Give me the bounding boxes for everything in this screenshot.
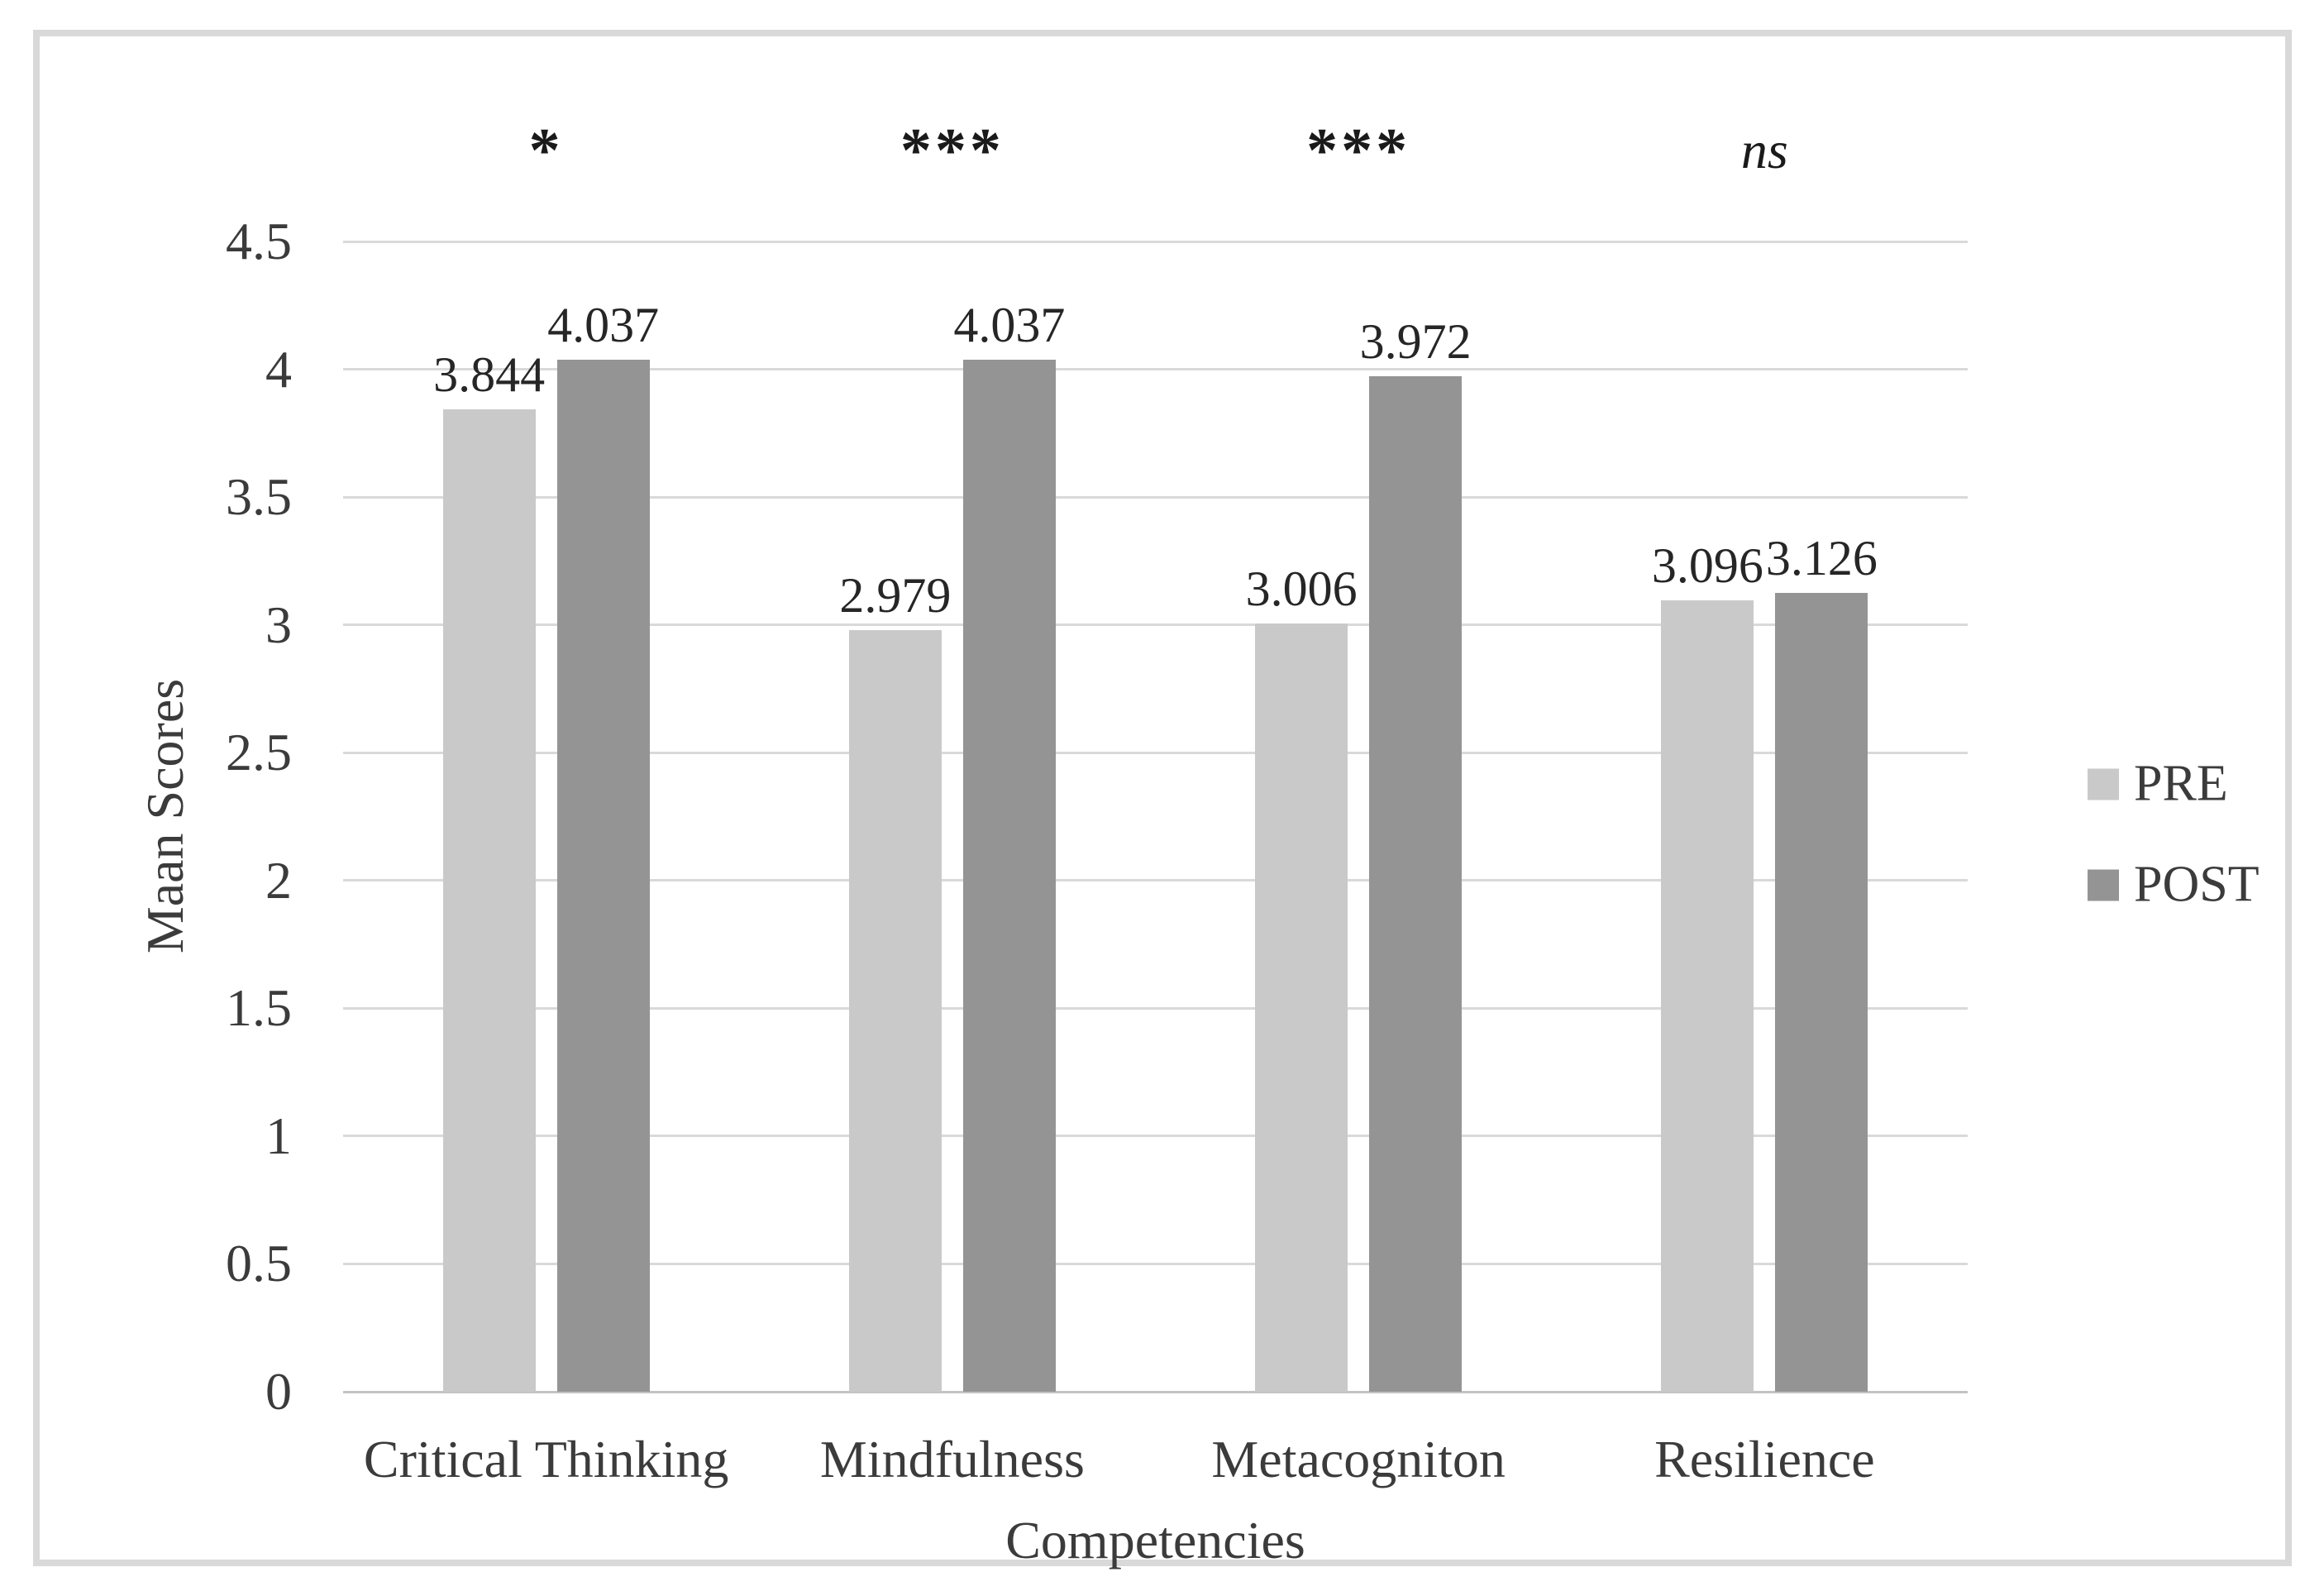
- x-category-label-resilience: Resilience: [1654, 1430, 1875, 1488]
- y-tick-label-0: 0: [265, 1362, 292, 1421]
- gridline-4: [343, 368, 1968, 371]
- x-category-label-metacogniton: Metacogniton: [1211, 1430, 1506, 1488]
- y-tick-label-1: 1: [265, 1106, 292, 1165]
- legend-label-pre: PRE: [2134, 755, 2228, 812]
- significance-marker-critical-thinking: *: [528, 115, 564, 185]
- significance-marker-resilience: ns: [1740, 121, 1788, 179]
- legend-swatch-pre-icon: [2088, 768, 2119, 800]
- y-tick-label-0.5: 0.5: [226, 1234, 292, 1293]
- gridline-1: [343, 1135, 1968, 1138]
- bar-value-pre-mindfulness: 2.979: [839, 568, 952, 624]
- bar-value-post-metacogniton: 3.972: [1359, 314, 1472, 370]
- figure-frame: Maan Scores 0 0.5 1 1.5 2 2.5 3 3.5 4 4.5 * *** ***…: [33, 30, 2292, 1570]
- bar-pre-critical-thinking: 3.844: [433, 350, 545, 1392]
- significance-marker-mindfulness: ***: [900, 115, 1005, 185]
- gridline-3.5: [343, 495, 1968, 499]
- gridline-1.5: [343, 1006, 1968, 1010]
- bar-post-resilience: 3.126: [1766, 533, 1878, 1392]
- bar-value-post-resilience: 3.126: [1765, 530, 1878, 585]
- bar-group-resilience: 3.096 3.126: [1562, 241, 1968, 1392]
- bar-group-mindfulness: 2.979 4.037: [749, 241, 1155, 1392]
- bar-group-metacogniton: 3.006 3.972: [1156, 241, 1562, 1392]
- bar-post-mindfulness: 4.037: [953, 300, 1065, 1392]
- y-axis-title: Maan Scores: [136, 678, 194, 954]
- gridline-4.5: [343, 240, 1968, 243]
- bar-value-post-mindfulness: 4.037: [953, 298, 1066, 353]
- y-tick-label-1.5: 1.5: [226, 978, 292, 1038]
- y-tick-label-2: 2: [265, 850, 292, 910]
- gridline-0: [343, 1390, 1968, 1393]
- y-tick-label-3.5: 3.5: [226, 467, 292, 527]
- y-tick-label-4: 4: [265, 339, 292, 399]
- legend-item-pre: PRE: [2088, 755, 2228, 814]
- bar-group-critical-thinking: 3.844 4.037: [343, 241, 749, 1392]
- gridline-2.5: [343, 751, 1968, 754]
- y-tick-label-2.5: 2.5: [226, 723, 292, 782]
- y-tick-label-4.5: 4.5: [226, 212, 292, 270]
- bar-value-pre-metacogniton: 3.006: [1245, 561, 1358, 616]
- legend-item-post: POST: [2088, 856, 2260, 915]
- legend-label-post: POST: [2134, 856, 2260, 913]
- bar-value-pre-critical-thinking: 3.844: [433, 346, 546, 402]
- bar-pre-metacogniton: 3.006: [1246, 564, 1358, 1392]
- bar-post-critical-thinking: 4.037: [547, 300, 659, 1392]
- gridline-2: [343, 879, 1968, 882]
- y-tick-label-3: 3: [265, 595, 292, 654]
- x-category-label-mindfulness: Mindfulness: [819, 1430, 1085, 1488]
- x-axis-title: Competencies: [1005, 1511, 1305, 1570]
- significance-marker-metacogniton: ***: [1306, 115, 1411, 185]
- legend-swatch-post-icon: [2088, 869, 2119, 901]
- gridline-0.5: [343, 1262, 1968, 1265]
- plot-area: 0 0.5 1 1.5 2 2.5 3 3.5 4 4.5 * *** *** ns 3.844 4.03…: [226, 116, 1968, 1570]
- gridline-3: [343, 624, 1968, 627]
- bar-pre-resilience: 3.096: [1652, 541, 1763, 1392]
- bar-pre-mindfulness: 2.979: [839, 571, 951, 1392]
- bar-value-pre-resilience: 3.096: [1651, 538, 1763, 593]
- bar-value-post-critical-thinking: 4.037: [547, 298, 660, 353]
- bar-post-metacogniton: 3.972: [1360, 317, 1472, 1392]
- x-category-label-critical-thinking: Critical Thinking: [363, 1430, 729, 1488]
